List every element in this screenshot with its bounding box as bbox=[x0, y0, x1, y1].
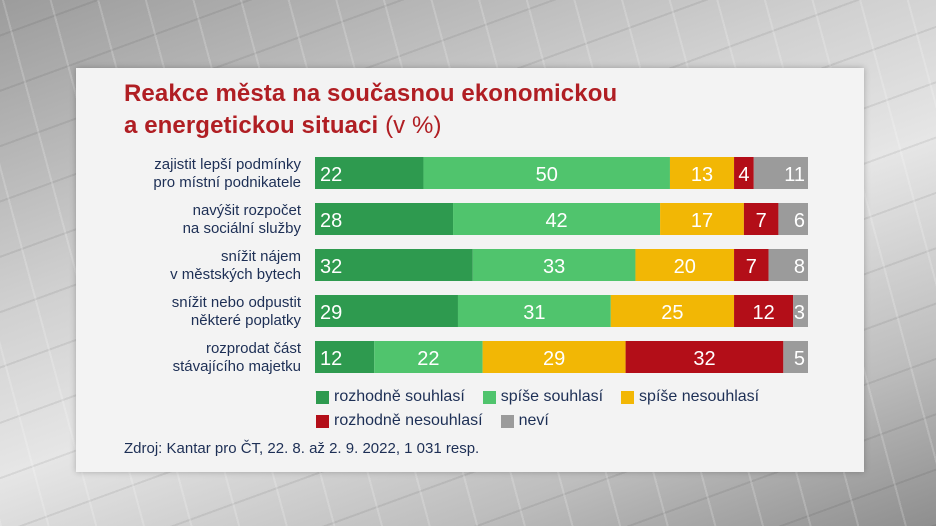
data-label: 17 bbox=[691, 210, 713, 232]
bar-segment bbox=[734, 295, 794, 327]
bar-segment bbox=[457, 295, 611, 327]
bar-segment bbox=[660, 203, 744, 235]
bar-segment bbox=[625, 341, 784, 373]
category-label: navýšit rozpočet na sociální služby bbox=[183, 202, 302, 237]
chart-title-unit: (v %) bbox=[385, 112, 442, 139]
category-label-line: snížit nebo odpustit bbox=[172, 294, 302, 311]
category-label-line: rozprodat část bbox=[206, 340, 302, 357]
data-label: 12 bbox=[320, 348, 342, 370]
legend-label: spíše nesouhlasí bbox=[639, 388, 760, 405]
category-label-line: navýšit rozpočet bbox=[193, 202, 302, 219]
data-label: 29 bbox=[543, 348, 565, 370]
bar-segment bbox=[778, 203, 808, 235]
bar-segment bbox=[315, 295, 458, 327]
data-label: 31 bbox=[523, 302, 545, 324]
category-label-line: stávajícího majetku bbox=[173, 358, 301, 375]
chart-title-line1: Reakce města na současnou ekonomickou bbox=[124, 80, 618, 107]
bar-segment bbox=[423, 157, 670, 189]
legend-swatch bbox=[316, 414, 329, 428]
bar-segment bbox=[315, 341, 375, 373]
data-label: 6 bbox=[794, 210, 805, 232]
legend-swatch bbox=[482, 390, 496, 404]
data-label: 5 bbox=[794, 348, 805, 370]
category-label-line: některé poplatky bbox=[191, 312, 302, 329]
data-label: 12 bbox=[753, 302, 775, 324]
data-label: 32 bbox=[320, 256, 342, 278]
legend-item: rozhodně nesouhlasí bbox=[316, 410, 483, 432]
bar-segment bbox=[783, 341, 808, 373]
legend-item: spíše nesouhlasí bbox=[621, 386, 759, 408]
data-label: 33 bbox=[543, 256, 565, 278]
bar-segment bbox=[315, 203, 454, 235]
stacked-bar-chart: zajistit lepší podmínky pro místní podnik… bbox=[153, 156, 808, 375]
bar-segment bbox=[793, 295, 808, 327]
data-label: 13 bbox=[691, 164, 713, 186]
category-label-line: na sociální služby bbox=[183, 220, 302, 237]
legend-item: spíše souhlasí bbox=[482, 386, 604, 408]
chart-title-line2: a energetickou situaci (v %) bbox=[124, 110, 824, 142]
legend-swatch bbox=[500, 414, 514, 428]
legend-label: neví bbox=[518, 412, 549, 429]
bar-segment bbox=[743, 203, 779, 235]
bar-segment bbox=[374, 341, 483, 373]
data-label: 22 bbox=[320, 164, 342, 186]
data-label: 7 bbox=[746, 256, 757, 278]
bar-segment bbox=[768, 249, 808, 281]
bar-segment bbox=[482, 341, 626, 373]
legend-label: rozhodně souhlasí bbox=[334, 388, 465, 405]
data-label: 42 bbox=[545, 210, 567, 232]
data-label: 11 bbox=[784, 164, 805, 186]
bar-segment bbox=[753, 157, 808, 189]
bar-segment bbox=[472, 249, 636, 281]
category-label: snížit nebo odpustit některé poplatky bbox=[172, 294, 302, 329]
bar-segment bbox=[635, 249, 735, 281]
chart-legend: rozhodně souhlasí spíše souhlasí spíše nes… bbox=[316, 386, 856, 432]
chart-title-line2-text: a energetickou situaci bbox=[124, 112, 379, 139]
category-label: rozprodat část stávajícího majetku bbox=[173, 340, 302, 375]
data-label: 3 bbox=[794, 302, 805, 324]
data-label: 4 bbox=[738, 164, 749, 186]
legend-label: rozhodně nesouhlasí bbox=[334, 412, 483, 429]
data-label: 7 bbox=[756, 210, 767, 232]
legend-swatch bbox=[316, 390, 329, 404]
legend-swatch bbox=[621, 390, 635, 404]
data-label: 22 bbox=[417, 348, 439, 370]
data-label: 25 bbox=[661, 302, 683, 324]
data-label: 28 bbox=[320, 210, 342, 232]
data-label: 8 bbox=[794, 256, 805, 278]
data-label: 50 bbox=[536, 164, 558, 186]
category-label-line: snížit nájem bbox=[221, 248, 301, 265]
data-label: 32 bbox=[693, 348, 715, 370]
data-label: 29 bbox=[320, 302, 342, 324]
legend-label: spíše souhlasí bbox=[500, 388, 604, 405]
category-label: zajistit lepší podmínky pro místní podnik… bbox=[153, 156, 301, 191]
data-label: 20 bbox=[674, 256, 696, 278]
bar-segment bbox=[453, 203, 661, 235]
category-label-line: v městských bytech bbox=[170, 266, 301, 283]
bar-segment bbox=[734, 157, 754, 189]
bar-segment bbox=[610, 295, 735, 327]
chart-title: Reakce města na současnou ekonomickou a … bbox=[124, 78, 824, 142]
bar-segment bbox=[315, 157, 424, 189]
bar-segment bbox=[669, 157, 735, 189]
bar-segment bbox=[315, 249, 473, 281]
legend-item: rozhodně souhlasí bbox=[316, 386, 465, 408]
legend-item: neví bbox=[500, 410, 549, 432]
category-label-line: zajistit lepší podmínky bbox=[154, 156, 301, 173]
bar-segment bbox=[734, 249, 769, 281]
category-label: snížit nájem v městských bytech bbox=[170, 248, 301, 283]
chart-panel: Reakce města na současnou ekonomickou a … bbox=[76, 68, 864, 472]
source-note: Zdroj: Kantar pro ČT, 22. 8. až 2. 9. 20… bbox=[124, 440, 480, 457]
category-label-line: pro místní podnikatele bbox=[153, 174, 301, 191]
